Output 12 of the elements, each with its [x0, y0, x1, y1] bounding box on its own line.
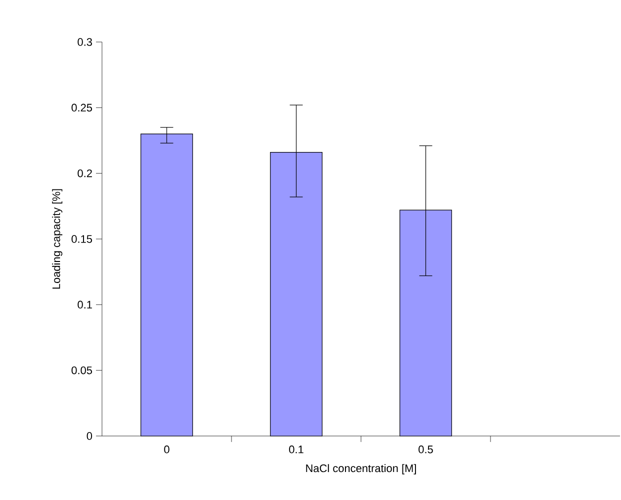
y-tick-label: 0 [86, 432, 92, 440]
y-axis-title: Loading capacity [%] [52, 189, 62, 289]
x-tick-label: 0.5 [418, 446, 433, 454]
x-tick-label: 0 [164, 446, 170, 454]
x-axis-title: NaCl concentration [M] [306, 464, 416, 474]
y-tick-label: 0.1 [78, 300, 92, 309]
y-tick-label: 0.3 [78, 38, 92, 46]
y-tick-label: 0.25 [72, 104, 92, 112]
x-tick-label: 0.1 [289, 446, 304, 454]
y-tick-label: 0.15 [72, 235, 92, 243]
y-tick-label: 0.2 [78, 169, 92, 178]
y-tick-label: 0.05 [72, 366, 92, 374]
